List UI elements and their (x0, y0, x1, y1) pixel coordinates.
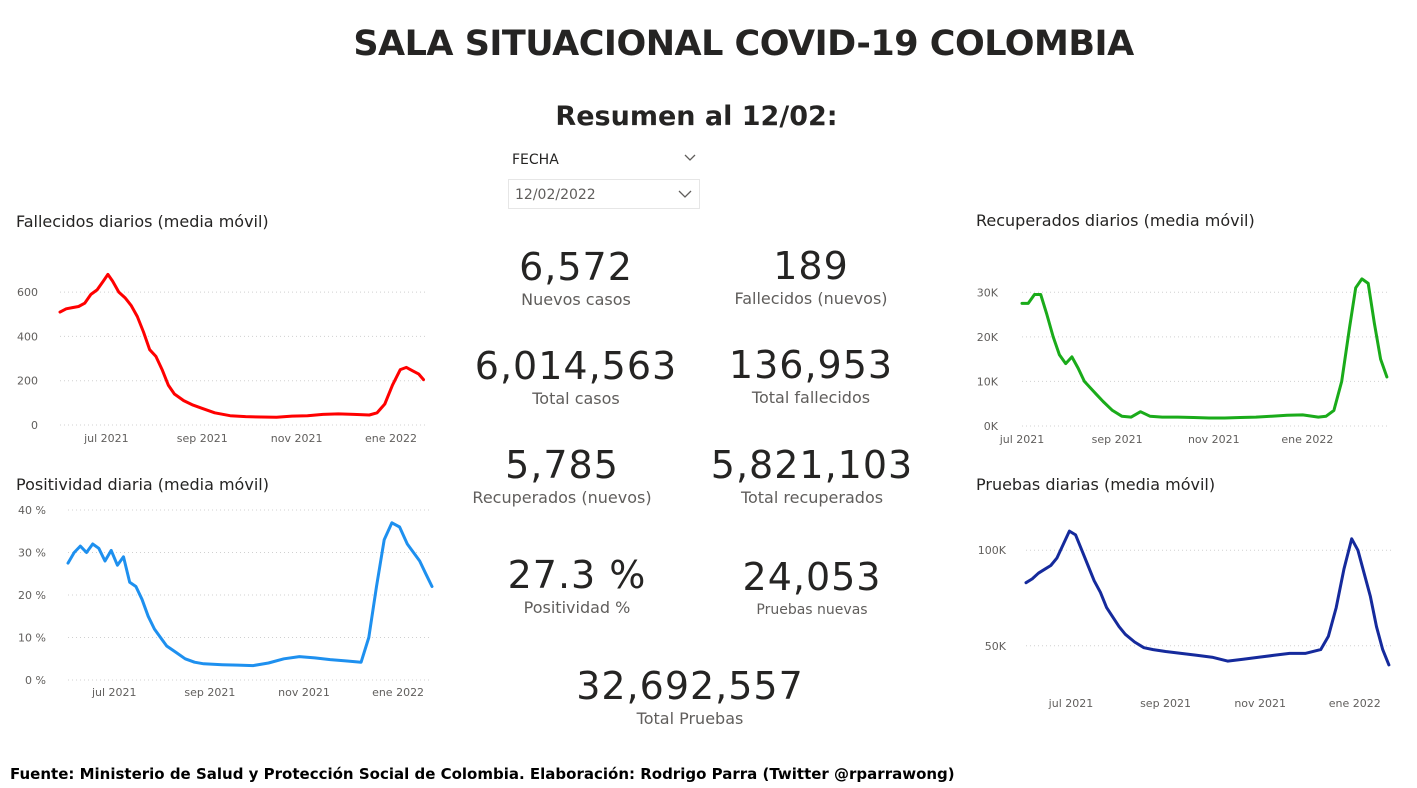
y-tick-label: 10 % (18, 632, 46, 645)
x-tick-label: nov 2021 (271, 432, 323, 445)
x-tick-label: nov 2021 (1234, 697, 1286, 710)
kpi-label: Total recuperados (740, 488, 884, 507)
y-tick-label: 0 (31, 419, 38, 432)
kpi-total-pruebas: 32,692,557 Total Pruebas (560, 664, 820, 730)
kpi-total-fallecidos: 136,953 Total fallecidos (691, 343, 931, 409)
y-tick-label: 20K (977, 331, 999, 344)
kpi-value: 6,014,563 (474, 344, 678, 388)
kpi-label: Total Pruebas (636, 709, 744, 728)
kpi-nuevos-casos: 6,572 Nuevos casos (476, 245, 676, 311)
y-tick-label: 50K (985, 640, 1007, 653)
slicer-label: FECHA (512, 152, 559, 168)
x-tick-label: jul 2021 (91, 686, 137, 699)
dashboard-subtitle: Resumen al 12/02: (555, 101, 838, 132)
kpi-value: 32,692,557 (576, 664, 804, 708)
kpi-label: Positividad % (523, 598, 631, 617)
kpi-positividad: 27.3 % Positividad % (477, 553, 677, 619)
y-tick-label: 0K (984, 420, 999, 433)
dashboard-title: SALA SITUACIONAL COVID-19 COLOMBIA (353, 24, 1134, 64)
y-tick-label: 10K (977, 375, 999, 388)
y-tick-label: 30K (977, 286, 999, 299)
y-tick-label: 400 (17, 330, 38, 343)
x-tick-label: sep 2021 (177, 432, 228, 445)
kpi-label: Recuperados (nuevos) (472, 488, 652, 507)
series-line[interactable] (1024, 529, 1391, 667)
kpi-value: 5,821,103 (710, 443, 914, 487)
x-tick-label: jul 2021 (83, 432, 129, 445)
x-tick-label: jul 2021 (999, 433, 1045, 446)
y-tick-label: 0 % (25, 674, 46, 687)
x-tick-label: ene 2022 (372, 686, 424, 699)
y-tick-label: 100K (978, 544, 1007, 557)
positividad-line-chart[interactable]: 0 % 10 % 20 % 30 % 40 % jul 2021 sep 2021 nov 2… (0, 500, 440, 710)
series-line[interactable] (66, 521, 434, 668)
date-slicer-dropdown[interactable]: 12/02/2022 (508, 179, 700, 209)
kpi-value: 24,053 (742, 555, 882, 599)
x-tick-label: sep 2021 (1140, 697, 1191, 710)
x-tick-label: sep 2021 (184, 686, 235, 699)
source-footer: Fuente: Ministerio de Salud y Protección… (10, 765, 955, 783)
x-tick-label: ene 2022 (1329, 697, 1381, 710)
x-tick-label: nov 2021 (278, 686, 330, 699)
kpi-total-recuperados: 5,821,103 Total recuperados (682, 443, 942, 509)
x-tick-label: jul 2021 (1048, 697, 1094, 710)
y-tick-label: 30 % (18, 547, 46, 560)
kpi-value: 27.3 % (507, 553, 647, 597)
y-tick-label: 20 % (18, 589, 46, 602)
kpi-total-casos: 6,014,563 Total casos (456, 344, 696, 410)
chevron-down-icon (678, 190, 692, 198)
x-tick-label: ene 2022 (365, 432, 417, 445)
kpi-fallecidos-nuevos: 189 Fallecidos (nuevos) (711, 244, 911, 310)
pruebas-line-chart[interactable]: 50K 100K jul 2021 sep 2021 nov 2021 ene 2022 (960, 500, 1400, 720)
kpi-label: Total casos (532, 389, 620, 408)
kpi-value: 5,785 (505, 443, 619, 487)
kpi-value: 189 (773, 244, 849, 288)
y-tick-label: 40 % (18, 504, 46, 517)
kpi-pruebas-nuevas: 24,053 Pruebas nuevas (712, 555, 912, 621)
kpi-recuperados-nuevos: 5,785 Recuperados (nuevos) (462, 443, 662, 509)
kpi-value: 136,953 (728, 343, 894, 387)
x-tick-label: sep 2021 (1092, 433, 1143, 446)
y-tick-label: 600 (17, 286, 38, 299)
kpi-label: Pruebas nuevas (756, 602, 868, 618)
x-tick-label: ene 2022 (1281, 433, 1333, 446)
recuperados-line-chart[interactable]: 0K 10K 20K 30K jul 2021 sep 2021 nov 2021 ene 2… (960, 240, 1400, 455)
chart-title-fallecidos: Fallecidos diarios (media móvil) (16, 212, 269, 231)
chevron-down-icon[interactable] (683, 151, 697, 165)
kpi-label: Nuevos casos (521, 290, 631, 309)
kpi-label: Total fallecidos (751, 388, 871, 407)
x-tick-label: nov 2021 (1188, 433, 1240, 446)
chart-title-recuperados: Recuperados diarios (media móvil) (976, 211, 1255, 230)
fallecidos-line-chart[interactable]: 0 200 400 600 jul 2021 sep 2021 nov 2021 ene 20… (0, 240, 440, 455)
chart-title-pruebas: Pruebas diarias (media móvil) (976, 475, 1216, 494)
chart-title-positividad: Positividad diaria (media móvil) (16, 475, 269, 494)
series-line[interactable] (58, 272, 425, 419)
kpi-label: Fallecidos (nuevos) (734, 289, 888, 308)
series-line[interactable] (1020, 277, 1389, 420)
kpi-value: 6,572 (519, 245, 633, 289)
date-slicer-value: 12/02/2022 (515, 187, 596, 203)
y-tick-label: 200 (17, 375, 38, 388)
